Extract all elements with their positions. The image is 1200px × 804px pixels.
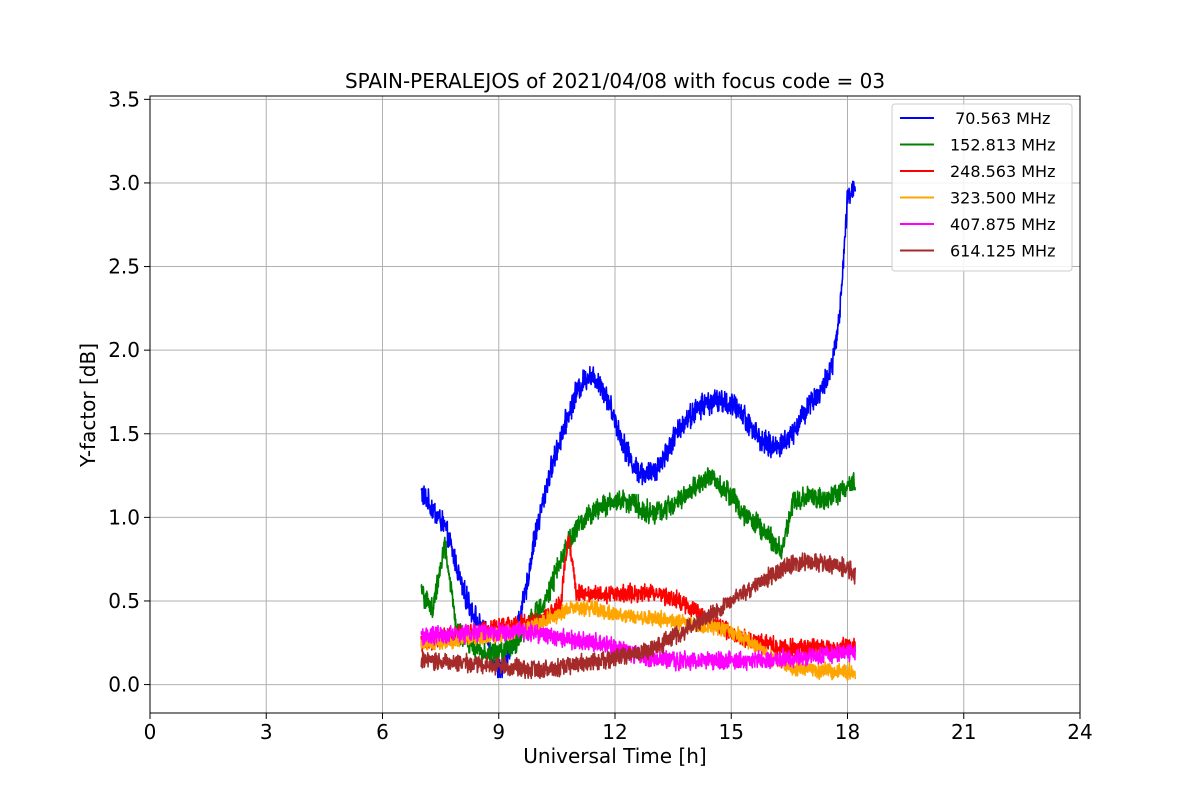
x-tick-label: 12 (602, 720, 627, 744)
x-tick-label: 21 (951, 720, 976, 744)
y-tick-label: 2.5 (108, 255, 140, 279)
y-tick-label: 0.5 (108, 589, 140, 613)
legend-label: 248.563 MHz (950, 162, 1055, 181)
y-tick-label: 1.0 (108, 505, 140, 529)
x-tick-label: 0 (144, 720, 157, 744)
y-tick-label: 3.5 (108, 87, 140, 111)
y-tick-label: 0.0 (108, 673, 140, 697)
legend-box (891, 103, 1073, 272)
legend-label: 614.125 MHz (950, 242, 1055, 261)
x-tick-label: 24 (1067, 720, 1092, 744)
x-tick-label: 6 (376, 720, 389, 744)
y-tick-label: 3.0 (108, 171, 140, 195)
x-tick-label: 9 (492, 720, 505, 744)
legend-label: 152.813 MHz (950, 136, 1055, 155)
legend-label: 323.500 MHz (950, 189, 1055, 208)
legend-label: 70.563 MHz (950, 109, 1050, 128)
legend-label: 407.875 MHz (950, 215, 1055, 234)
y-tick-label: 1.5 (108, 422, 140, 446)
x-tick-label: 3 (260, 720, 273, 744)
chart-title: SPAIN-PERALEJOS of 2021/04/08 with focus… (345, 69, 885, 93)
series-line (420, 552, 857, 680)
x-tick-label: 18 (835, 720, 860, 744)
legend: 70.563 MHz 152.813 MHz 248.563 MHz 323.500 … (891, 103, 1073, 272)
tick-layer: 0 3 6 9 12 15 18 21 24 0.0 0.5 1.0 1.5 2.0 2.5 3.0 3.5 (108, 87, 1093, 744)
series-line (420, 467, 857, 664)
x-tick-label: 15 (719, 720, 744, 744)
y-axis-label: Y-factor [dB] (76, 343, 100, 468)
series-line (420, 534, 857, 659)
y-tick-label: 2.0 (108, 338, 140, 362)
series-layer (420, 180, 857, 681)
x-axis-label: Universal Time [h] (523, 744, 706, 768)
